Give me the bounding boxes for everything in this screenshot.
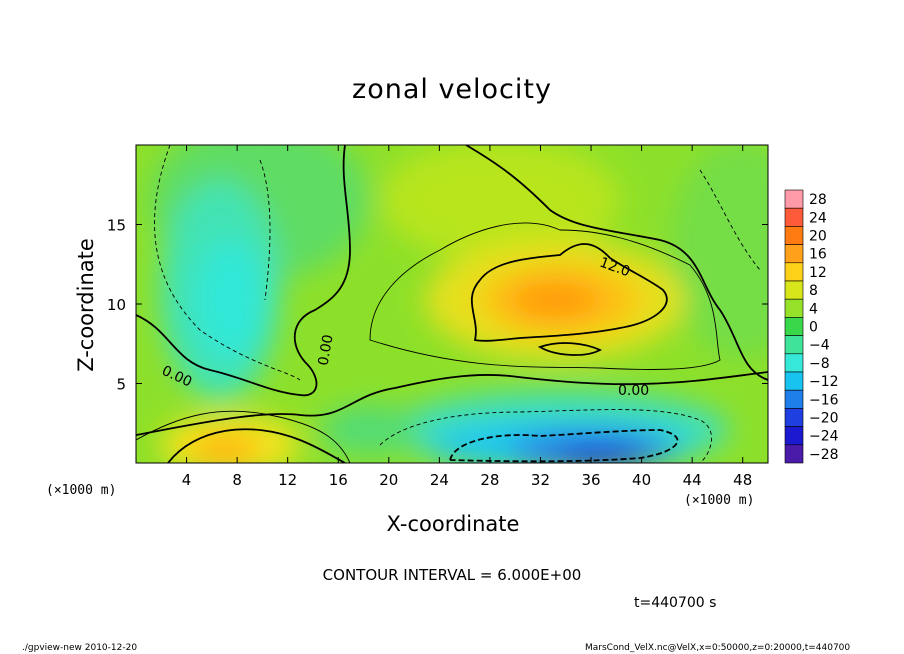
plot-area: 0.00 0.00 0.00 12.0 4 8 12 16 20 24 28 32 36 40 44… xyxy=(107,144,769,489)
x-tick-label: 20 xyxy=(379,471,398,489)
x-tick-label: 48 xyxy=(733,471,752,489)
colorbar-label: 24 xyxy=(809,210,827,226)
x-axis: 4 8 12 16 20 24 28 32 36 40 44 48 xyxy=(182,145,752,489)
contour-interval: CONTOUR INTERVAL = 6.000E+00 xyxy=(322,566,582,584)
y-axis-label: Z-coordinate xyxy=(74,238,98,372)
colorbar-swatch xyxy=(784,353,804,373)
colorbar-swatch xyxy=(784,280,804,300)
thin-contour xyxy=(259,159,271,301)
x-tick-label: 24 xyxy=(430,471,449,489)
x-tick-label: 44 xyxy=(683,471,702,489)
colorbar-label: −20 xyxy=(809,411,839,427)
colorbar-label: −28 xyxy=(809,447,839,463)
x-tick-label: 8 xyxy=(232,471,242,489)
colorbar-label: 20 xyxy=(809,229,827,245)
chart-title: zonal velocity xyxy=(352,74,552,105)
colorbar-swatch xyxy=(784,298,804,318)
contour-label: 0.00 xyxy=(618,383,649,399)
colorbar-swatch xyxy=(784,207,804,227)
x-tick-label: 16 xyxy=(329,471,348,489)
colorbar-label: 8 xyxy=(809,283,818,299)
y-tick-label: 10 xyxy=(107,296,126,314)
thin-contour xyxy=(136,410,351,463)
colorbar: 28 24 20 16 12 8 4 0 −4 −8 −12 −16 −20 −24 −28 xyxy=(784,189,839,464)
x-tick-label: 36 xyxy=(581,471,600,489)
colorbar-swatch xyxy=(784,389,804,409)
twelve-contour xyxy=(537,342,603,356)
thin-contour xyxy=(369,222,721,370)
colorbar-swatch xyxy=(784,262,804,282)
x-axis-label: X-coordinate xyxy=(386,512,520,536)
colorbar-swatch xyxy=(784,371,804,391)
colorbar-swatch xyxy=(784,189,804,209)
footer-left: ./gpview-new 2010-12-20 xyxy=(22,643,138,653)
colorbar-label: 0 xyxy=(809,320,818,336)
contour-lines xyxy=(136,145,768,463)
colorbar-label: 4 xyxy=(809,301,818,317)
colorbar-label: 16 xyxy=(809,247,827,263)
thin-contour xyxy=(379,409,712,463)
colorbar-label: −24 xyxy=(809,429,839,445)
colorbar-swatch xyxy=(784,226,804,245)
twelve-contour xyxy=(470,243,668,342)
colorbar-label: −4 xyxy=(809,338,830,354)
colorbar-swatch xyxy=(784,244,804,264)
neg-contour xyxy=(449,429,679,463)
zero-contour xyxy=(136,145,351,396)
zero-contour xyxy=(136,371,768,436)
footer-right: MarsCond_VelX.nc@VelX,x=0:50000,z=0:2000… xyxy=(585,643,851,653)
y-axis: 5 10 15 xyxy=(107,217,768,394)
colorbar-swatch xyxy=(784,335,804,355)
y-tick-label: 15 xyxy=(107,217,126,235)
colorbar-label: −16 xyxy=(809,392,839,408)
contour-label: 0.00 xyxy=(316,333,337,366)
x-tick-label: 28 xyxy=(480,471,499,489)
colorbar-swatch xyxy=(784,317,804,336)
thin-contour xyxy=(154,145,301,381)
zero-contour xyxy=(465,145,768,381)
colorbar-swatch xyxy=(784,408,804,427)
color-field xyxy=(150,145,768,463)
time-label: t=440700 s xyxy=(634,595,717,611)
x-tick-label: 40 xyxy=(632,471,651,489)
colorbar-label: −12 xyxy=(809,374,839,390)
colorbar-swatch xyxy=(784,426,804,446)
colorbar-label: 28 xyxy=(809,192,827,208)
colorbar-label: −8 xyxy=(809,356,830,372)
x-tick-label: 12 xyxy=(278,471,297,489)
colorbar-swatch xyxy=(784,444,804,464)
x-tick-label: 4 xyxy=(182,471,192,489)
x-unit-right: (×1000 m) xyxy=(684,493,755,508)
colorbar-label: 12 xyxy=(809,265,827,281)
y-tick-label: 5 xyxy=(116,376,126,394)
x-unit-left: (×1000 m) xyxy=(46,483,117,498)
x-tick-label: 32 xyxy=(531,471,550,489)
zero-contour xyxy=(167,428,346,463)
thin-contour xyxy=(699,169,761,271)
